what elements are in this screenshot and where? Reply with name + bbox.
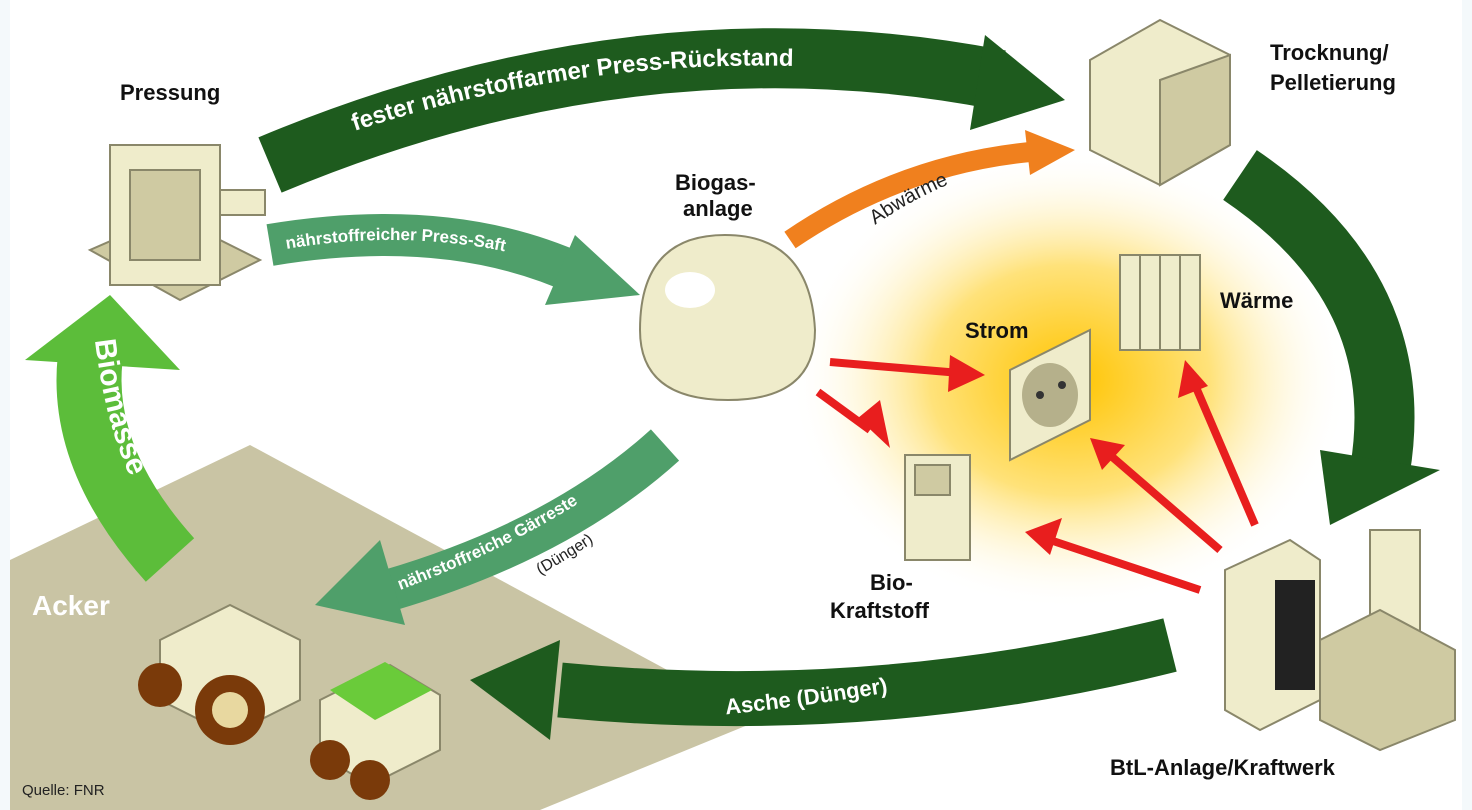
label-line: Pelletierung [1270,70,1396,95]
label-line: Trocknung/ [1270,40,1389,65]
label-line: Biogas- [675,170,756,195]
node-label: Biogas-anlage [675,170,756,221]
biogas-icon [640,235,815,400]
source: Quelle: FNR [22,782,105,799]
label-line: anlage [683,196,753,221]
fuel-pump-icon [905,455,970,560]
node-label: BtL-Anlage/Kraftwerk [1110,755,1336,780]
node-label: Strom [965,318,1029,343]
radiator-icon [1120,255,1200,350]
label-line: Kraftstoff [830,598,930,623]
node-label: Pressung [120,80,220,105]
node-label: Acker [32,590,110,621]
label-line: Bio- [870,570,913,595]
diagram: Pressung Trocknung/Pelletierung Biogas-a… [0,0,1472,810]
node-label: Wärme [1220,288,1293,313]
